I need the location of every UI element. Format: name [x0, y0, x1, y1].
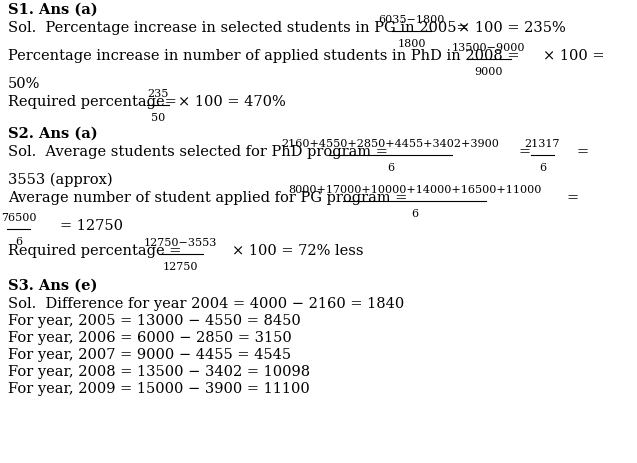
Text: × 100 = 470%: × 100 = 470% [178, 95, 286, 109]
Text: 9000: 9000 [475, 67, 503, 77]
Text: 6: 6 [15, 237, 22, 246]
Text: =: = [566, 191, 578, 205]
Text: 6: 6 [539, 163, 546, 173]
Text: × 100 = 72% less: × 100 = 72% less [232, 244, 364, 257]
Text: For year, 2007 = 9000 − 4455 = 4545: For year, 2007 = 9000 − 4455 = 4545 [8, 347, 291, 361]
Text: For year, 2005 = 13000 − 4550 = 8450: For year, 2005 = 13000 − 4550 = 8450 [8, 313, 301, 327]
Text: S1. Ans (a): S1. Ans (a) [8, 3, 97, 17]
Text: S3. Ans (e): S3. Ans (e) [8, 278, 97, 292]
Text: Required percentage =: Required percentage = [8, 244, 182, 257]
Text: =: = [576, 144, 588, 159]
Text: 6: 6 [411, 208, 419, 219]
Text: 6: 6 [387, 163, 394, 173]
Text: Sol.  Average students selected for PhD program =: Sol. Average students selected for PhD p… [8, 144, 388, 159]
Text: 1800: 1800 [397, 39, 426, 49]
Text: 3553 (approx): 3553 (approx) [8, 172, 113, 187]
Text: 12750: 12750 [163, 262, 199, 271]
Text: 21317: 21317 [525, 139, 560, 149]
Text: 6035−1800: 6035−1800 [378, 15, 445, 25]
Text: 8000+17000+10000+14000+16500+11000: 8000+17000+10000+14000+16500+11000 [288, 185, 541, 194]
Text: × 100 =: × 100 = [543, 49, 605, 63]
Text: Average number of student applied for PG program =: Average number of student applied for PG… [8, 191, 408, 205]
Text: S2. Ans (a): S2. Ans (a) [8, 127, 97, 141]
Text: =: = [519, 144, 531, 159]
Text: Required percentage=: Required percentage= [8, 95, 176, 109]
Text: For year, 2008 = 13500 − 3402 = 10098: For year, 2008 = 13500 − 3402 = 10098 [8, 364, 310, 378]
Text: × 100 = 235%: × 100 = 235% [458, 21, 566, 35]
Text: For year, 2006 = 6000 − 2850 = 3150: For year, 2006 = 6000 − 2850 = 3150 [8, 330, 292, 344]
Text: Sol.  Difference for year 2004 = 4000 − 2160 = 1840: Sol. Difference for year 2004 = 4000 − 2… [8, 296, 404, 310]
Text: Sol.  Percentage increase in selected students in PG in 2005=: Sol. Percentage increase in selected stu… [8, 21, 469, 35]
Text: For year, 2009 = 15000 − 3900 = 11100: For year, 2009 = 15000 − 3900 = 11100 [8, 381, 310, 395]
Text: 50%: 50% [8, 77, 40, 91]
Text: 13500−9000: 13500−9000 [452, 43, 526, 53]
Text: 76500: 76500 [1, 213, 36, 223]
Text: 235: 235 [147, 89, 169, 99]
Text: 50: 50 [151, 113, 165, 123]
Text: Percentage increase in number of applied students in PhD in 2008 =: Percentage increase in number of applied… [8, 49, 520, 63]
Text: 2160+4550+2850+4455+3402+3900: 2160+4550+2850+4455+3402+3900 [282, 139, 499, 149]
Text: = 12750: = 12750 [60, 219, 123, 232]
Text: 12750−3553: 12750−3553 [144, 238, 217, 247]
